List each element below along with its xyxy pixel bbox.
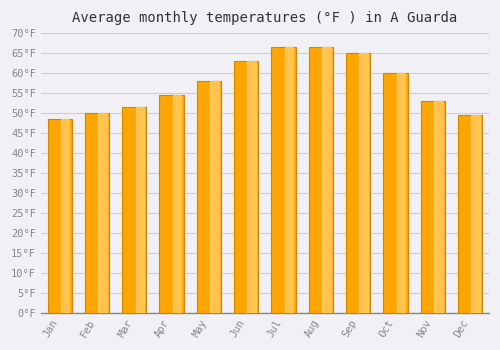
Bar: [234, 61, 258, 313]
Bar: [210, 81, 218, 313]
Bar: [285, 47, 294, 313]
Bar: [136, 107, 144, 313]
Bar: [458, 115, 482, 313]
Bar: [248, 61, 256, 313]
Bar: [384, 73, 407, 313]
Bar: [360, 53, 368, 313]
Bar: [85, 113, 109, 313]
Bar: [197, 81, 221, 313]
Bar: [98, 113, 106, 313]
Bar: [48, 119, 72, 313]
Bar: [397, 73, 406, 313]
Bar: [272, 47, 295, 313]
Bar: [61, 119, 70, 313]
Bar: [173, 95, 182, 313]
Bar: [122, 107, 146, 313]
Title: Average monthly temperatures (°F ) in A Guarda: Average monthly temperatures (°F ) in A …: [72, 11, 458, 25]
Bar: [309, 47, 333, 313]
Bar: [421, 101, 445, 313]
Bar: [472, 115, 480, 313]
Bar: [322, 47, 330, 313]
Bar: [346, 53, 370, 313]
Bar: [160, 95, 184, 313]
Bar: [434, 101, 442, 313]
